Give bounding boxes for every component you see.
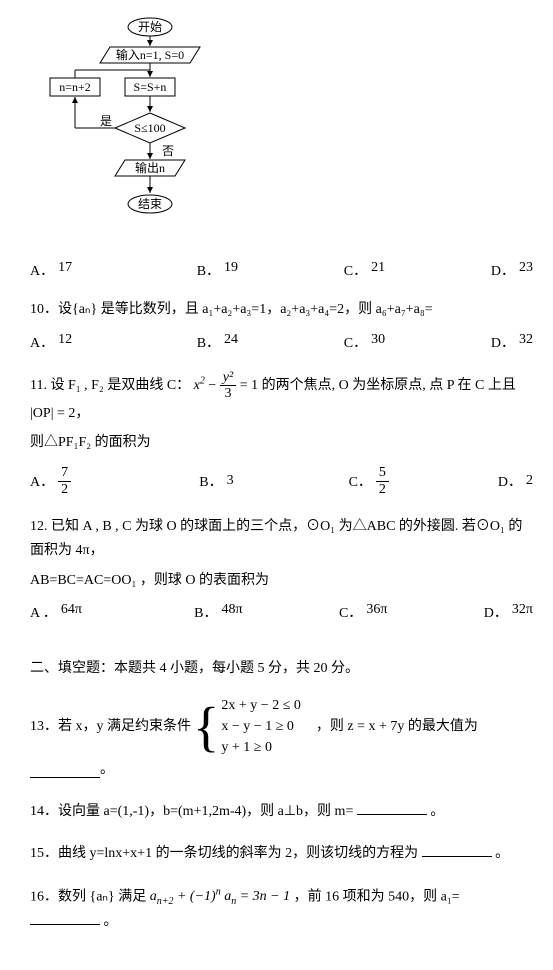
fc-cond: S≤100 <box>134 121 165 135</box>
q12-A-val: 64π <box>61 602 82 622</box>
q16-post: ，前 16 项和为 540，则 a₁= <box>294 889 460 904</box>
q12-A-letter: A ． <box>30 602 57 622</box>
q11-B-letter: B． <box>199 471 222 491</box>
q14-text: 14．设向量 a=(1,-1)，b=(m+1,2m-4)，则 a⊥b，则 m= <box>30 804 353 819</box>
q12-line1: 12. 已知 A , B , C 为球 O 的球面上的三个点，⊙O₁ 为△ABC… <box>30 515 533 563</box>
q12-options: A ．64π B．48π C．36π D．32π <box>30 602 533 622</box>
q10-D-letter: D． <box>491 332 515 352</box>
q12-C-letter: C． <box>339 602 362 622</box>
fc-end: 结束 <box>138 197 162 211</box>
q16-period: 。 <box>104 914 118 929</box>
q12-D-letter: D． <box>484 602 508 622</box>
q9-options: A．17 B．19 C．21 D．23 <box>30 260 533 280</box>
q10-C-letter: C． <box>344 332 367 352</box>
q10-B-val: 24 <box>224 332 238 352</box>
fc-start: 开始 <box>138 20 162 34</box>
flowchart-svg: 开始 输入n=1, S=0 n=n+2 S=S+n S≤100 是 否 输出n … <box>40 15 220 235</box>
q13-constraints: 2x + y − 2 ≤ 0 x − y − 1 ≥ 0 y + 1 ≥ 0 <box>221 695 300 758</box>
q13-c1: 2x + y − 2 ≤ 0 <box>221 695 300 716</box>
q10-B-letter: B． <box>197 332 220 352</box>
q11-options: A．72 B． 3 C．52 D．2 <box>30 465 533 497</box>
q12-B-val: 48π <box>221 602 242 622</box>
q10-C-val: 30 <box>371 332 385 352</box>
fc-no: 否 <box>162 144 174 158</box>
q9-C-val: 21 <box>371 260 385 280</box>
q13-tail: ，则 z = x + 7y 的最大值为 <box>316 715 478 739</box>
q13-lead: 13．若 x，y 满足约束条件 <box>30 715 191 739</box>
q15-blank <box>422 842 492 857</box>
q12-line2: AB=BC=AC=OO₁ ，则球 O 的表面积为 <box>30 569 533 593</box>
q9-A-letter: A． <box>30 260 54 280</box>
q16-pre: 16．数列 {aₙ} 满足 <box>30 889 150 904</box>
q11-frac: y²3 <box>220 370 236 402</box>
q11-C-frac: 52 <box>376 465 389 497</box>
q14-blank <box>357 800 427 815</box>
q9-A-val: 17 <box>58 260 72 280</box>
q9-C-letter: C． <box>344 260 367 280</box>
flowchart: 开始 输入n=1, S=0 n=n+2 S=S+n S≤100 是 否 输出n … <box>40 15 533 240</box>
q12-B-letter: B． <box>194 602 217 622</box>
fc-update: n=n+2 <box>59 80 91 94</box>
fc-input: 输入n=1, S=0 <box>116 47 184 62</box>
q13-period: 。 <box>100 758 114 782</box>
q11-C-letter: C． <box>349 471 372 491</box>
q11-B-val: 3 <box>227 473 234 489</box>
q16-blank <box>30 910 100 925</box>
q12-C-val: 36π <box>366 602 387 622</box>
q10-stem: 10．设{aₙ} 是等比数列，且 a₁+a₂+a₃=1，a₂+a₃+a₄=2，则… <box>30 298 533 322</box>
q9-B-val: 19 <box>224 260 238 280</box>
q15-text: 15．曲线 y=lnx+x+1 的一条切线的斜率为 2，则该切线的方程为 <box>30 846 418 861</box>
q13-brace: { <box>193 699 219 754</box>
q13-c3: y + 1 ≥ 0 <box>221 737 300 758</box>
q11-stem: 11. 设 F₁ , F₂ 是双曲线 C： x2 − y²3 = 1 的两个焦点… <box>30 370 533 426</box>
q11-D-val: 2 <box>526 473 533 489</box>
q11-A-letter: A． <box>30 471 54 491</box>
q16-rel: an+2 + (−1)n an = 3n − 1 <box>150 889 294 904</box>
q14-period: 。 <box>430 804 444 819</box>
q11-xsq: x2 <box>194 378 205 393</box>
q9-D-letter: D． <box>491 260 515 280</box>
q11-A-frac: 72 <box>58 465 71 497</box>
fc-output: 输出n <box>135 160 165 175</box>
fc-yes: 是 <box>100 114 112 128</box>
q11-D-letter: D． <box>498 471 522 491</box>
q10-A-val: 12 <box>58 332 72 352</box>
q9-D-val: 23 <box>519 260 533 280</box>
q13-c2: x − y − 1 ≥ 0 <box>221 716 300 737</box>
q11-p3: 则△PF₁F₂ 的面积为 <box>30 431 533 455</box>
q15: 15．曲线 y=lnx+x+1 的一条切线的斜率为 2，则该切线的方程为 。 <box>30 842 533 866</box>
fc-accum: S=S+n <box>134 80 167 94</box>
section2-title: 二、填空题：本题共 4 小题，每小题 5 分，共 20 分。 <box>30 657 533 677</box>
q14: 14．设向量 a=(1,-1)，b=(m+1,2m-4)，则 a⊥b，则 m= … <box>30 800 533 824</box>
q11-eq: = 1 <box>240 378 262 393</box>
q16: 16．数列 {aₙ} 满足 an+2 + (−1)n an = 3n − 1 ，… <box>30 884 533 934</box>
q10-D-val: 32 <box>519 332 533 352</box>
q9-B-letter: B． <box>197 260 220 280</box>
q11-p1: 11. 设 F₁ , F₂ 是双曲线 C： <box>30 378 190 393</box>
q15-period: 。 <box>495 846 509 861</box>
q12-D-val: 32π <box>512 602 533 622</box>
q11-minus: − <box>208 378 219 393</box>
q13: 13．若 x，y 满足约束条件 { 2x + y − 2 ≤ 0 x − y −… <box>30 695 533 782</box>
q13-blank <box>30 763 100 778</box>
q10-A-letter: A． <box>30 332 54 352</box>
q10-options: A．12 B．24 C．30 D．32 <box>30 332 533 352</box>
